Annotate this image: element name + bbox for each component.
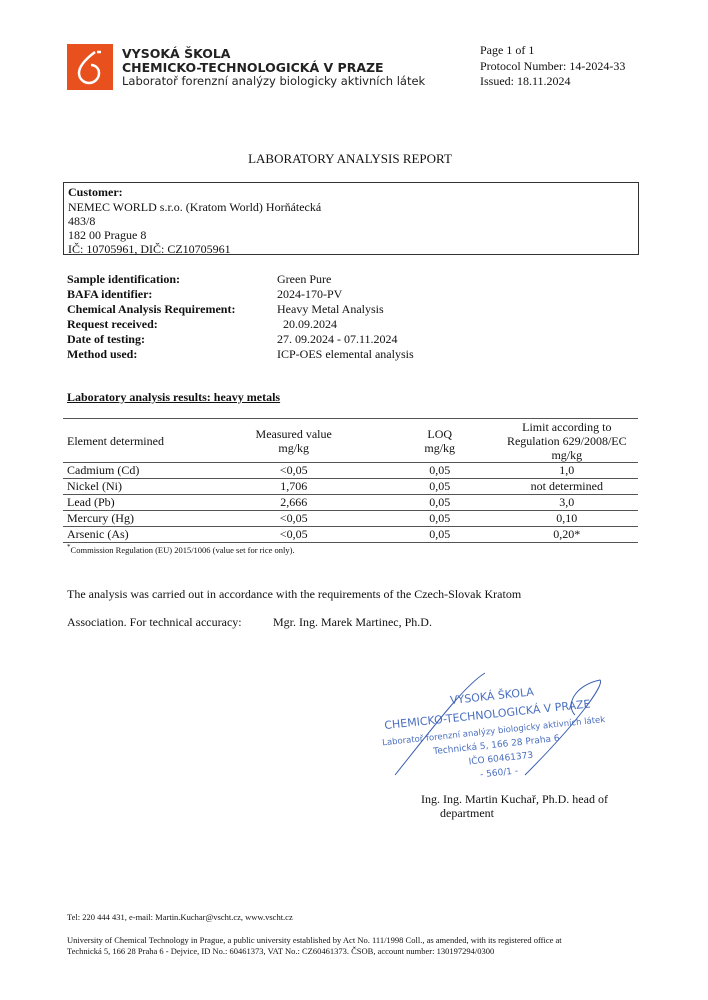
table-cell: Lead (Pb) (63, 494, 204, 511)
table-cell: 0,05 (383, 494, 496, 511)
results-heading: Laboratory analysis results: heavy metal… (67, 390, 281, 404)
table-cell: <0,05 (203, 510, 384, 527)
institution-name-1: VYSOKÁ ŠKOLA (122, 46, 231, 61)
footer-contact: Tel: 220 444 431, e-mail: Martin.Kuchar@… (67, 912, 293, 922)
customer-box: Customer: NEMEC WORLD s.r.o. (Kratom Wor… (63, 182, 639, 256)
accuracy-name: Mgr. Ing. Marek Martinec, Ph.D. (273, 615, 432, 629)
column-header: Measured value mg/kg (203, 418, 384, 463)
table-cell: 0,05 (383, 462, 496, 479)
table-cell: 1,706 (203, 478, 384, 495)
table-cell: Nickel (Ni) (63, 478, 204, 495)
customer-line: NEMEC WORLD s.r.o. (Kratom World) Horňát… (68, 200, 322, 214)
table-header: Element determined Measured value mg/kg LO… (63, 418, 638, 463)
sample-label: Sample identification: (67, 272, 180, 286)
sample-label: Date of testing: (67, 332, 145, 346)
table-row: Arsenic (As) <0,05 0,05 0,20* (63, 526, 638, 543)
table-cell: Arsenic (As) (63, 526, 204, 543)
institution-name-2: CHEMICKO-TECHNOLOGICKÁ V PRAZE (122, 60, 384, 75)
customer-label: Customer: (68, 185, 123, 199)
table-row: Lead (Pb) 2,666 0,05 3,0 (63, 494, 638, 511)
customer-line: IČ: 10705961, DIČ: CZ10705961 (68, 242, 231, 256)
table-cell: <0,05 (203, 462, 384, 479)
table-row: Mercury (Hg) <0,05 0,05 0,10 (63, 510, 638, 527)
column-header: LOQ mg/kg (383, 418, 496, 463)
issued-date: Issued: 18.11.2024 (480, 74, 571, 88)
footnote-text: Commission Regulation (EU) 2015/1006 (va… (70, 544, 295, 555)
sample-value: 2024-170-PV (277, 287, 343, 301)
accuracy-label: Association. For technical accuracy: (67, 615, 242, 629)
table-cell: 1,0 (495, 462, 638, 479)
protocol-number: Protocol Number: 14-2024-33 (480, 58, 626, 73)
stamp-line: - 560/1 - (480, 766, 519, 780)
table-cell: <0,05 (203, 526, 384, 543)
vscht-logo (67, 44, 113, 90)
sample-label: BAFA identifier: (67, 287, 153, 301)
laboratory-name: Laboratoř forenzní analýzy biologicky ak… (122, 74, 426, 88)
page-number: Page 1 of 1 (480, 43, 535, 57)
table-cell: 0,05 (383, 526, 496, 543)
table-cell: Cadmium (Cd) (63, 462, 204, 479)
sample-label: Chemical Analysis Requirement: (67, 302, 236, 316)
results-table: Element determined Measured value mg/kg LO… (63, 418, 638, 543)
compliance-statement: The analysis was carried out in accordan… (67, 587, 522, 601)
table-row: Cadmium (Cd) <0,05 0,05 1,0 (63, 462, 638, 479)
signature-scribble (394, 672, 602, 776)
column-header: Element determined (63, 418, 204, 463)
sample-value: Heavy Metal Analysis (277, 302, 384, 316)
footer-legal-2: Technická 5, 166 28 Praha 6 - Dejvice, I… (67, 946, 495, 956)
table-cell: not determined (495, 478, 638, 495)
table-cell: Mercury (Hg) (63, 510, 204, 527)
table-cell: 2,666 (203, 494, 384, 511)
table-cell: 0,20* (495, 526, 638, 543)
flask-drop-icon (77, 50, 101, 85)
table-cell: 0,05 (383, 510, 496, 527)
table-row: Nickel (Ni) 1,706 0,05 not determined (63, 478, 638, 495)
table-cell: 0,05 (383, 478, 496, 495)
sample-value: ICP-OES elemental analysis (277, 347, 414, 361)
header-meta: Page 1 of 1 Protocol Number: 14-2024-33 … (480, 43, 625, 90)
sample-label: Request received: (67, 317, 158, 331)
customer-line: 182 00 Prague 8 (68, 228, 147, 242)
column-header: Limit according to Regulation 629/2008/E… (495, 418, 638, 463)
table-cell: 3,0 (495, 494, 638, 511)
official-stamp: VYSOKÁ ŠKOLA CHEMICKO-TECHNOLOGICKÁ V PR… (382, 672, 606, 780)
signatory-line1: Ing. Ing. Martin Kuchař, Ph.D. head of (421, 792, 608, 806)
sample-label: Method used: (67, 347, 138, 361)
report-title: LABORATORY ANALYSIS REPORT (248, 151, 452, 166)
sample-value: 20.09.2024 (277, 317, 337, 331)
sample-value: Green Pure (277, 272, 332, 286)
footnote-mark: * (67, 543, 71, 551)
customer-line: 483/8 (68, 214, 96, 228)
footnote: *Commission Regulation (EU) 2015/1006 (v… (67, 543, 295, 555)
signatory-line2: department (440, 806, 494, 820)
footer-legal-1: University of Chemical Technology in Pra… (67, 935, 562, 945)
table-cell: 0,10 (495, 510, 638, 527)
sample-value: 27. 09.2024 - 07.11.2024 (277, 332, 398, 346)
